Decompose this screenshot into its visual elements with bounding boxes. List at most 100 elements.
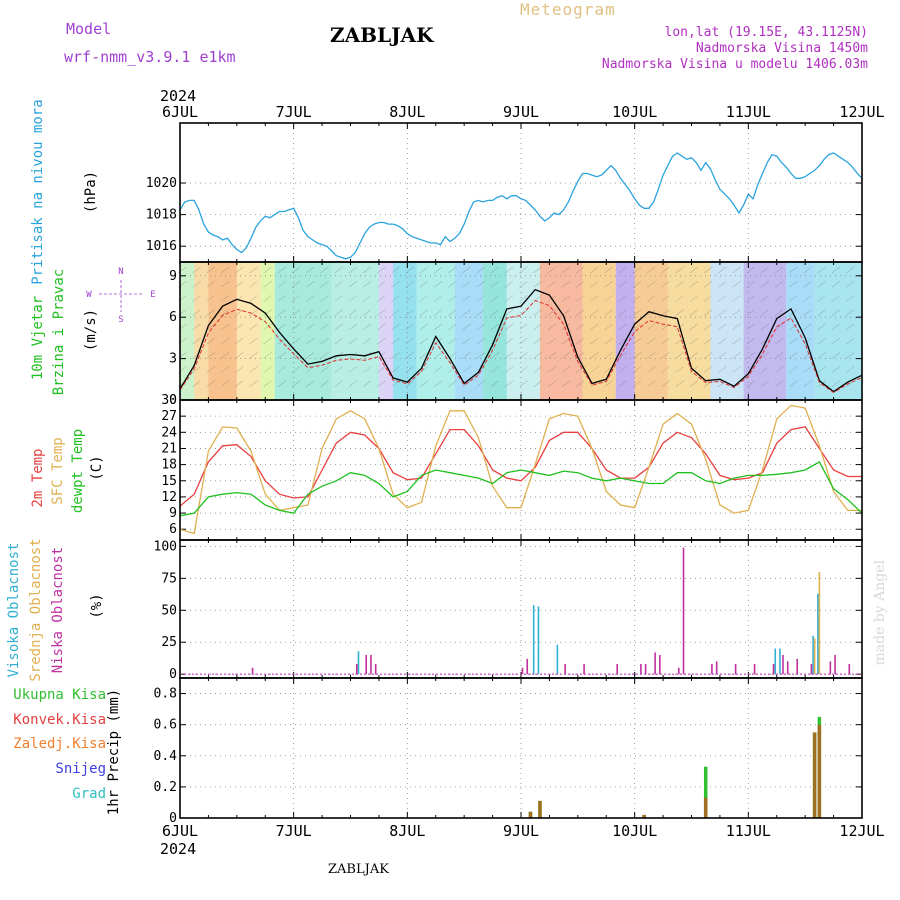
wind-barb-glyph (547, 380, 556, 388)
wind-barb-glyph (462, 337, 471, 345)
wind-barb-glyph (774, 280, 784, 288)
compass-south-label: S (118, 315, 123, 325)
wind-barb-glyph (618, 366, 628, 373)
wind-barb-glyph (433, 366, 443, 373)
wind-barb-glyph (462, 280, 471, 288)
wind-barb-glyph (632, 280, 642, 288)
pressure-ytick-label: 1018 (146, 208, 177, 223)
wind-barb-glyph (774, 380, 784, 388)
wind-field-band (539, 262, 583, 400)
cloud-bar (526, 658, 529, 675)
wind-barb-glyph (703, 366, 713, 373)
wind-barb-glyph (661, 366, 670, 373)
cloud-bar (644, 663, 647, 675)
wind-barb-glyph (647, 323, 656, 331)
header-title: Meteogram (520, 0, 616, 19)
temperature-ytick-label: 15 (161, 474, 177, 489)
wind-average-line (179, 300, 863, 394)
wind-barb-glyph (547, 323, 556, 331)
precip-bar (817, 724, 822, 818)
precip-bar (703, 797, 708, 818)
wind-barb-glyph (476, 295, 485, 302)
wind-barb-glyph (448, 309, 457, 316)
wind-barb-glyph (561, 380, 571, 388)
bottom-x-tick-label: 10JUL (612, 822, 657, 840)
wind-barb-glyph (817, 295, 826, 302)
cloud-bar (772, 663, 775, 675)
wind-barb-glyph (249, 323, 258, 331)
wind-barb-glyph (249, 366, 258, 373)
wind-barb-glyph (760, 309, 770, 316)
wind-barb-glyph (306, 366, 315, 373)
wind-series-line (179, 288, 863, 393)
wind-field-band (814, 262, 862, 400)
wind-barb-glyph (419, 366, 429, 373)
wind-barb-glyph (419, 309, 429, 316)
wind-barb-glyph (462, 295, 471, 302)
wind-barb-glyph (689, 352, 699, 359)
wind-barb-glyph (391, 295, 400, 302)
wind-barb-glyph (192, 323, 201, 331)
wind-barb-glyph (263, 280, 272, 288)
wind-barb-glyph (547, 337, 556, 345)
pressure-ylabel-unit: (hPa) (83, 171, 99, 213)
wind-barb-glyph (334, 280, 343, 288)
bottom-x-tick-label: 12JUL (839, 822, 884, 840)
wind-barb-glyph (845, 366, 855, 373)
wind-barb-glyph (448, 280, 457, 288)
precip-legend-item: Snijeg (55, 761, 106, 777)
wind-barb-glyph (504, 337, 514, 345)
wind-barb-glyph (703, 266, 713, 274)
wind-barb-glyph (561, 337, 571, 345)
wind-barb-glyph (647, 380, 656, 388)
wind-barb-glyph (348, 280, 358, 288)
cloud-bar (812, 635, 814, 675)
bottom-x-tick-label: 11JUL (726, 822, 771, 840)
wind-barb-glyph (519, 380, 528, 388)
wind-ytick-label: 9 (169, 269, 177, 284)
wind-barb-glyph (703, 309, 713, 316)
wind-barb-glyph (675, 266, 684, 274)
precip-ytick-label: 0.2 (154, 780, 177, 795)
wind-barb-glyph (533, 352, 542, 359)
wind-barb-glyph (220, 323, 230, 331)
wind-barb-glyph (391, 266, 400, 274)
wind-barb-glyph (263, 266, 272, 274)
wind-barb-glyph (831, 266, 841, 274)
wind-barb-glyph (462, 366, 471, 373)
wind-barb-glyph (348, 323, 358, 331)
wind-barb-glyph (604, 380, 613, 388)
header-model-name: wrf-nmm_v3.9.1 e1km (64, 48, 236, 66)
wind-barb-glyph (533, 366, 542, 373)
wind-barb-glyph (689, 280, 699, 288)
wind-barb-glyph (291, 380, 301, 388)
wind-barb-glyph (732, 280, 741, 288)
wind-barb-glyph (732, 366, 741, 373)
cloud-bar (583, 663, 585, 675)
temp-sfc-ylabel: SFC Temp (50, 437, 66, 504)
precip-panel-frame (179, 677, 863, 819)
wind-barb-glyph (249, 266, 258, 274)
wind-barb-glyph (675, 280, 684, 288)
wind-barb-glyph (334, 266, 343, 274)
wind-barb-glyph (845, 352, 855, 359)
wind-barb-glyph (732, 323, 741, 331)
wind-barb-glyph (277, 266, 287, 274)
wind-barb-glyph (789, 266, 798, 274)
top-x-tick-label: 9JUL (503, 103, 539, 121)
wind-barb-glyph (803, 380, 812, 388)
wind-barb-glyph (632, 337, 642, 345)
wind-barb-glyph (476, 366, 485, 373)
wind-barb-glyph (817, 280, 826, 288)
wind-barb-glyph (703, 323, 713, 331)
cloud-bar (251, 667, 254, 675)
wind-barb-glyph (604, 280, 613, 288)
wind-barb-glyph (618, 309, 628, 316)
wind-barb-glyph (760, 352, 770, 359)
wind-barb-glyph (703, 280, 713, 288)
wind-barb-glyph (263, 337, 272, 345)
top-x-tick-label: 6JUL (162, 103, 198, 121)
wind-barb-glyph (433, 266, 443, 274)
top-x-tick-label: 8JUL (389, 103, 425, 121)
wind-barb-glyph (362, 309, 372, 316)
